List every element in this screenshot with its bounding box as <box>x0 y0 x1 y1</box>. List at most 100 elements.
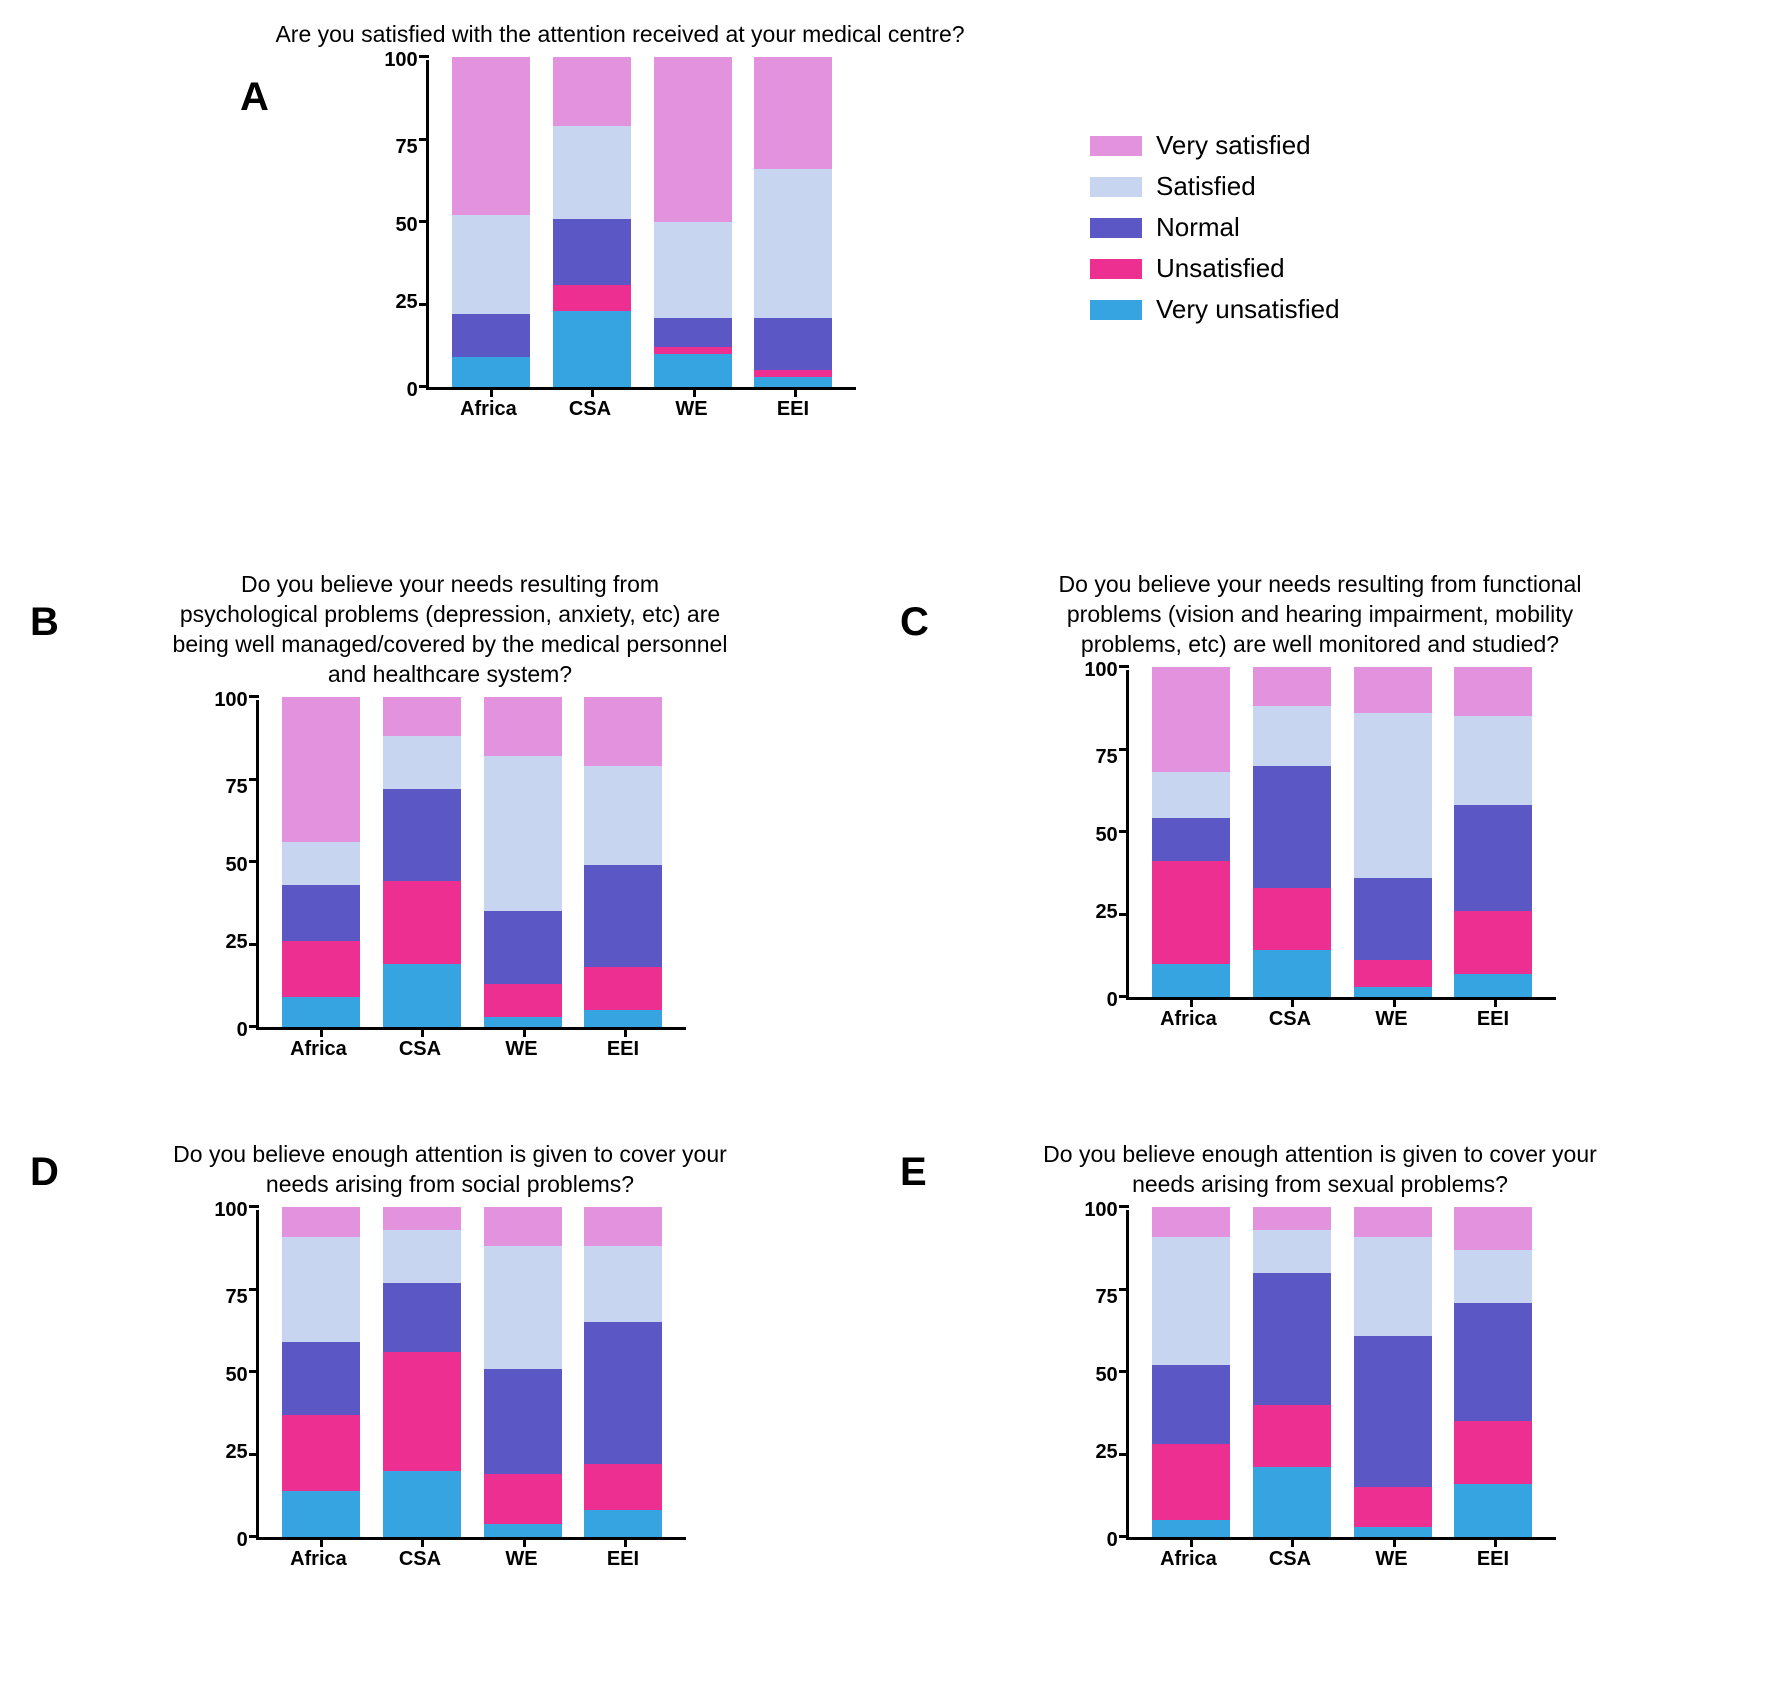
y-tick <box>419 138 429 141</box>
segment-very_unsatisfied <box>654 354 732 387</box>
segment-very_unsatisfied <box>452 357 530 387</box>
y-tick <box>249 1535 259 1538</box>
x-tick <box>1291 1537 1294 1547</box>
segment-satisfied <box>282 842 360 885</box>
segment-unsatisfied <box>484 984 562 1017</box>
legend-item: Very unsatisfied <box>1090 294 1340 325</box>
x-tick-label: Africa <box>279 1548 357 1571</box>
x-tick <box>523 1027 526 1037</box>
x-tick-label: WE <box>482 1038 560 1061</box>
segment-unsatisfied <box>1354 1487 1432 1527</box>
y-axis: 1007550250 <box>384 60 425 390</box>
x-tick-label: EEI <box>1454 1548 1532 1571</box>
y-tick-label: 0 <box>1107 990 1118 1010</box>
segment-normal <box>484 911 562 984</box>
x-tick <box>624 1027 627 1037</box>
y-tick <box>1119 1370 1129 1373</box>
legend-label: Very unsatisfied <box>1156 294 1340 325</box>
y-tick-label: 0 <box>237 1530 248 1550</box>
legend-item: Unsatisfied <box>1090 253 1340 284</box>
x-tick-label: EEI <box>584 1038 662 1061</box>
legend-label: Unsatisfied <box>1156 253 1285 284</box>
y-tick <box>1119 1453 1129 1456</box>
segment-very_satisfied <box>754 57 832 169</box>
y-tick <box>1119 1288 1129 1291</box>
segment-normal <box>1354 1336 1432 1488</box>
segment-normal <box>1253 1273 1331 1405</box>
segment-very_unsatisfied <box>282 997 360 1027</box>
segment-very_unsatisfied <box>1454 1484 1532 1537</box>
y-tick-label: 25 <box>1095 902 1117 922</box>
y-tick-label: 75 <box>395 137 417 157</box>
segment-unsatisfied <box>584 967 662 1010</box>
chart: 1007550250AfricaCSAWEEEI <box>1084 1210 1555 1571</box>
panel-label-C: C <box>900 600 929 645</box>
segment-satisfied <box>452 215 530 314</box>
panel-label-A: A <box>240 75 269 120</box>
legend: Very satisfiedSatisfiedNormalUnsatisfied… <box>1090 130 1340 325</box>
segment-normal <box>584 1322 662 1464</box>
x-tick-label: WE <box>652 398 730 421</box>
bars <box>1129 670 1556 997</box>
segment-very_unsatisfied <box>1152 1520 1230 1537</box>
y-tick-label: 50 <box>1095 825 1117 845</box>
x-tick <box>1291 997 1294 1007</box>
segment-normal <box>654 318 732 348</box>
segment-unsatisfied <box>282 1415 360 1491</box>
segment-very_satisfied <box>452 57 530 215</box>
bar-EEI <box>754 57 832 387</box>
bar-EEI <box>1454 1207 1532 1537</box>
y-tick-label: 75 <box>225 1287 247 1307</box>
y-axis: 1007550250 <box>214 1210 255 1540</box>
panel-title: Do you believe enough attention is given… <box>995 1140 1645 1200</box>
x-tick-label: WE <box>482 1548 560 1571</box>
bar-CSA <box>383 1207 461 1537</box>
x-tick-label: Africa <box>1149 1548 1227 1571</box>
y-tick-label: 50 <box>225 855 247 875</box>
segment-very_unsatisfied <box>584 1510 662 1536</box>
segment-very_satisfied <box>282 697 360 842</box>
x-tick-label: WE <box>1352 1008 1430 1031</box>
segment-satisfied <box>1354 1237 1432 1336</box>
bar-WE <box>1354 1207 1432 1537</box>
segment-very_satisfied <box>1152 667 1230 773</box>
x-tick <box>421 1027 424 1037</box>
segment-unsatisfied <box>383 881 461 964</box>
chart: 1007550250AfricaCSAWEEEI <box>214 700 685 1061</box>
segment-very_unsatisfied <box>1253 950 1331 996</box>
segment-satisfied <box>383 1230 461 1283</box>
x-tick <box>1494 997 1497 1007</box>
legend-swatch <box>1090 259 1142 279</box>
y-tick-label: 75 <box>225 777 247 797</box>
panel-label-B: B <box>30 600 59 645</box>
segment-very_satisfied <box>484 1207 562 1247</box>
x-tick <box>1494 1537 1497 1547</box>
segment-normal <box>1152 1365 1230 1444</box>
y-tick <box>1119 913 1129 916</box>
panel-title: Do you believe your needs resulting from… <box>125 570 775 690</box>
bars <box>429 60 856 387</box>
segment-normal <box>1152 818 1230 861</box>
bar-Africa <box>1152 1207 1230 1537</box>
y-tick-label: 0 <box>237 1020 248 1040</box>
segment-very_unsatisfied <box>1253 1467 1331 1536</box>
y-tick-label: 50 <box>1095 1365 1117 1385</box>
segment-very_unsatisfied <box>383 1471 461 1537</box>
x-tick <box>421 1537 424 1547</box>
segment-very_satisfied <box>584 1207 662 1247</box>
segment-very_unsatisfied <box>553 311 631 387</box>
segment-very_unsatisfied <box>484 1524 562 1537</box>
bar-WE <box>484 1207 562 1537</box>
segment-unsatisfied <box>1253 1405 1331 1468</box>
legend-label: Very satisfied <box>1156 130 1311 161</box>
bars <box>1129 1210 1556 1537</box>
plot-area <box>256 700 686 1030</box>
panel-title: Do you believe your needs resulting from… <box>995 570 1645 660</box>
legend-label: Satisfied <box>1156 171 1256 202</box>
x-tick <box>320 1537 323 1547</box>
segment-unsatisfied <box>1354 960 1432 986</box>
segment-normal <box>1253 766 1331 888</box>
segment-normal <box>383 1283 461 1352</box>
segment-very_satisfied <box>584 697 662 766</box>
segment-satisfied <box>1253 1230 1331 1273</box>
